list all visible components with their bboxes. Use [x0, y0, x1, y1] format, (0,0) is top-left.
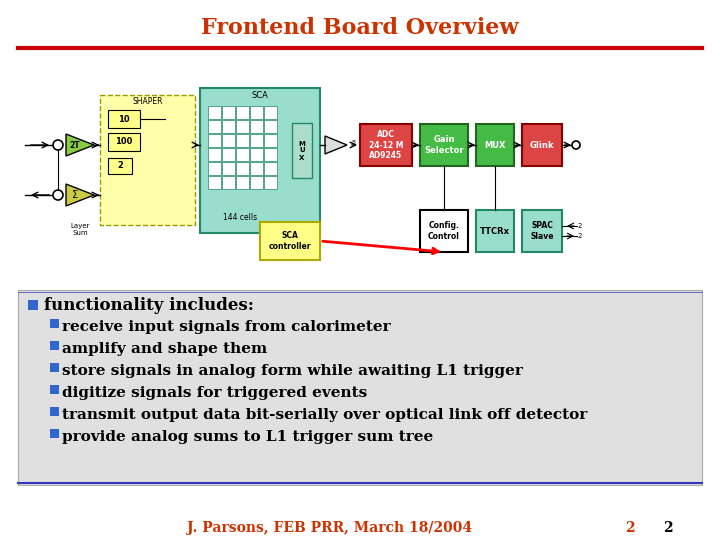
Bar — [236, 120, 249, 133]
Bar — [250, 162, 263, 175]
Polygon shape — [66, 184, 94, 206]
Text: receive input signals from calorimeter: receive input signals from calorimeter — [62, 320, 391, 334]
Bar — [236, 176, 249, 189]
Bar — [260, 222, 320, 260]
Text: Frontend Board Overview: Frontend Board Overview — [201, 17, 519, 39]
Bar — [522, 124, 562, 166]
Bar — [222, 106, 235, 119]
Bar — [100, 95, 195, 225]
Bar — [108, 133, 140, 151]
Bar — [236, 134, 249, 147]
Bar — [264, 176, 277, 189]
Text: 2: 2 — [578, 233, 582, 239]
Text: transmit output data bit-serially over optical link off detector: transmit output data bit-serially over o… — [62, 408, 588, 422]
Bar — [222, 148, 235, 161]
Bar — [420, 210, 468, 252]
Circle shape — [572, 141, 580, 149]
Bar — [208, 162, 221, 175]
Text: J. Parsons, FEB PRR, March 18/2004: J. Parsons, FEB PRR, March 18/2004 — [187, 521, 472, 535]
Bar — [208, 148, 221, 161]
Bar — [250, 120, 263, 133]
Bar — [420, 124, 468, 166]
Bar — [250, 106, 263, 119]
Bar — [222, 176, 235, 189]
Bar — [476, 210, 514, 252]
Bar — [236, 106, 249, 119]
Bar — [360, 124, 412, 166]
Text: 8: 8 — [352, 139, 356, 145]
Bar — [50, 319, 59, 328]
Text: TTCRx: TTCRx — [480, 226, 510, 235]
Text: 100: 100 — [115, 138, 132, 146]
Text: 144 cells: 144 cells — [223, 213, 257, 222]
Bar — [222, 120, 235, 133]
Text: 2: 2 — [578, 223, 582, 229]
Bar — [50, 385, 59, 394]
Text: store signals in analog form while awaiting L1 trigger: store signals in analog form while await… — [62, 364, 523, 378]
Circle shape — [53, 190, 63, 200]
Text: M
U
X: M U X — [299, 140, 305, 160]
Bar — [250, 148, 263, 161]
Text: SHAPER: SHAPER — [132, 98, 163, 106]
Text: ADC
24-12 M
AD9245: ADC 24-12 M AD9245 — [369, 130, 403, 160]
Bar — [50, 341, 59, 350]
Bar — [50, 429, 59, 438]
Bar — [236, 162, 249, 175]
Text: Gain
Selector: Gain Selector — [424, 136, 464, 154]
Bar — [28, 300, 38, 310]
Text: provide analog sums to L1 trigger sum tree: provide analog sums to L1 trigger sum tr… — [62, 430, 433, 444]
Bar — [108, 110, 140, 128]
Bar — [264, 148, 277, 161]
Bar — [208, 134, 221, 147]
Text: amplify and shape them: amplify and shape them — [62, 342, 267, 356]
Bar — [222, 162, 235, 175]
Text: Config.
Control: Config. Control — [428, 221, 460, 241]
Bar — [208, 120, 221, 133]
Text: functionality includes:: functionality includes: — [44, 296, 254, 314]
Bar — [522, 210, 562, 252]
Bar — [250, 176, 263, 189]
Bar — [264, 162, 277, 175]
Bar — [264, 120, 277, 133]
Bar — [208, 176, 221, 189]
Bar — [292, 123, 312, 178]
Bar — [250, 134, 263, 147]
Text: 2: 2 — [663, 521, 672, 535]
Bar — [264, 106, 277, 119]
Text: 2: 2 — [117, 161, 123, 171]
Text: Layer
Sum: Layer Sum — [71, 223, 90, 236]
Bar — [222, 134, 235, 147]
Text: SCA
controller: SCA controller — [269, 231, 311, 251]
Bar — [50, 363, 59, 372]
Bar — [208, 106, 221, 119]
Bar — [236, 148, 249, 161]
Text: SPAC
Slave: SPAC Slave — [530, 221, 554, 241]
Text: 2T: 2T — [70, 140, 81, 150]
Polygon shape — [66, 134, 94, 156]
Text: SCA: SCA — [251, 91, 269, 100]
Bar — [108, 158, 132, 174]
Bar — [18, 290, 702, 485]
Bar — [264, 134, 277, 147]
Bar — [476, 124, 514, 166]
Text: digitize signals for triggered events: digitize signals for triggered events — [62, 386, 367, 400]
Bar — [200, 88, 320, 233]
Text: Σ: Σ — [72, 190, 78, 200]
Text: 10: 10 — [118, 114, 130, 124]
Text: MUX: MUX — [485, 140, 505, 150]
Polygon shape — [325, 136, 347, 154]
Text: Glink: Glink — [530, 140, 554, 150]
Circle shape — [53, 140, 63, 150]
Bar — [50, 407, 59, 416]
Text: 2: 2 — [625, 521, 635, 535]
